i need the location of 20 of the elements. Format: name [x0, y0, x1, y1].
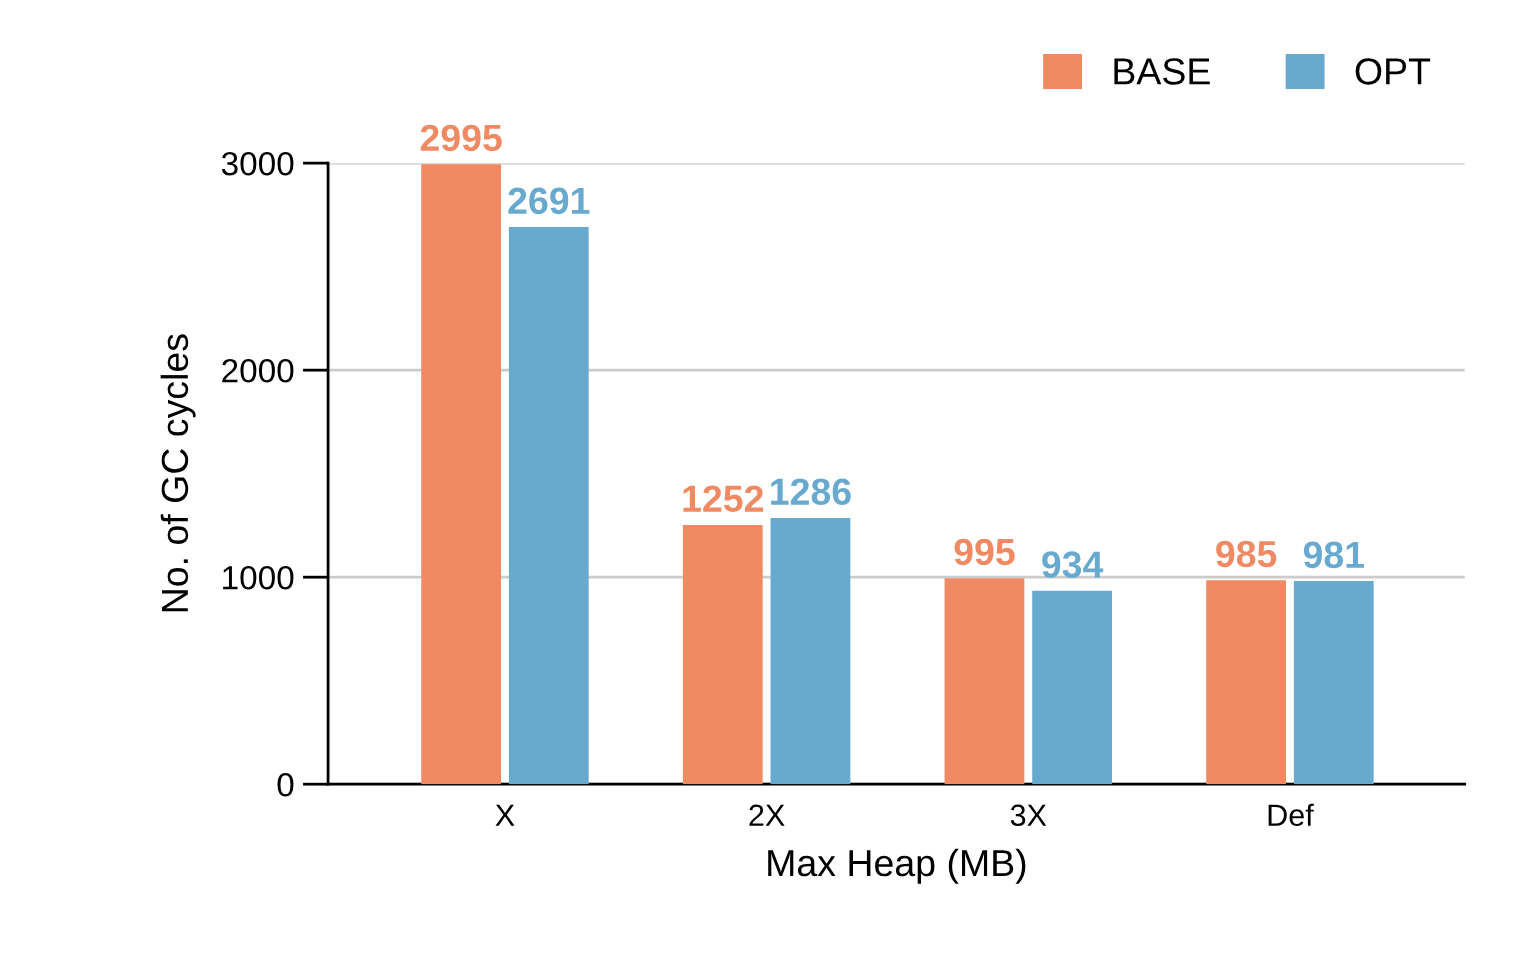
x-axis-title: Max Heap (MB) — [768, 848, 1026, 884]
x-tick-label: 3X — [1010, 804, 1047, 827]
legend-label: OPT — [1355, 58, 1431, 85]
data-label: 934 — [1042, 551, 1104, 578]
legend-label: BASE — [1114, 58, 1210, 85]
data-label: 2691 — [508, 187, 590, 215]
data-label: 1252 — [683, 485, 763, 513]
data-label: 995 — [954, 538, 1015, 566]
data-label: 985 — [1216, 540, 1277, 568]
x-tick-label: 2X — [749, 804, 785, 826]
x-tick-label: Def — [1268, 803, 1314, 827]
x-tick-label: X — [495, 804, 515, 826]
data-label: 1286 — [771, 478, 851, 505]
y-axis-title: No. of GC cycles — [160, 334, 196, 612]
y-tick-label: 1000 — [223, 565, 294, 590]
data-label: 2995 — [420, 124, 502, 152]
y-tick-label: 3000 — [221, 151, 294, 176]
y-tick-label: 0 — [277, 772, 294, 797]
y-tick-label: 2000 — [222, 358, 294, 383]
data-label: 981 — [1303, 541, 1364, 569]
